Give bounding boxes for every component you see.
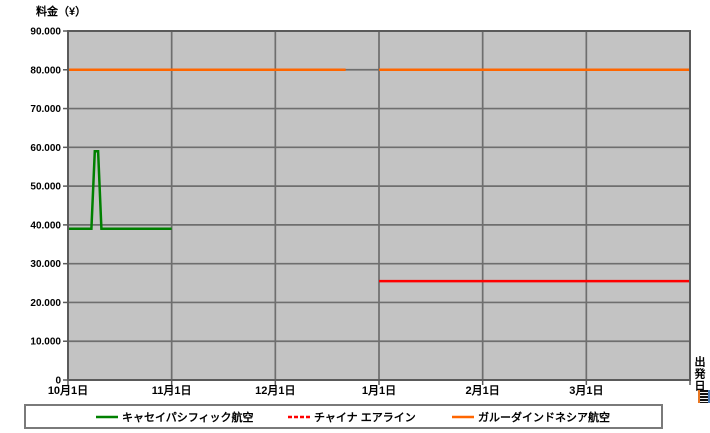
legend-item: チャイナ エアライン [288,406,416,427]
series-line-キャセイパシフィック航空 [68,149,172,231]
legend-item: キャセイパシフィック航空 [96,406,254,427]
legend-line-sample [96,415,118,418]
legend: キャセイパシフィック航空 チャイナ エアライン ガルーダインドネシア航空 [24,404,663,429]
x-tick-label: 3月1日 [569,384,603,397]
legend-item: ガルーダインドネシア航空 [452,406,610,427]
y-tick-label: 30.000 [30,259,61,270]
y-tick-label: 60.000 [30,143,61,154]
y-tick-label: 70.000 [30,104,61,115]
y-tick-label: 0 [55,376,61,387]
y-tick-label: 50.000 [30,182,61,193]
legend-line-sample [452,415,474,418]
x-tick-label: 11月1日 [152,384,192,397]
x-tick-label: 10月1日 [48,384,88,397]
legend-label: チャイナ エアライン [314,411,416,424]
x-tick-label: 12月1日 [255,384,295,397]
y-tick-label: 40.000 [30,220,61,231]
legend-label: キャセイパシフィック航空 [122,411,254,424]
y-axis-title: 料金（¥） [36,6,87,18]
y-tick-label: 10.000 [30,337,61,348]
legend-line-sample [288,415,310,418]
y-tick-label: 20.000 [30,298,61,309]
y-tick-label: 90.000 [30,27,61,38]
x-tick-label: 1月1日 [362,384,396,397]
plot-border [67,30,691,381]
x-tick-label: 2月1日 [466,384,500,397]
legend-label: ガルーダインドネシア航空 [478,411,610,424]
mini-table-icon [698,390,710,403]
y-tick-label: 80.000 [30,65,61,76]
x-axis-title: 出発日 [693,356,705,392]
